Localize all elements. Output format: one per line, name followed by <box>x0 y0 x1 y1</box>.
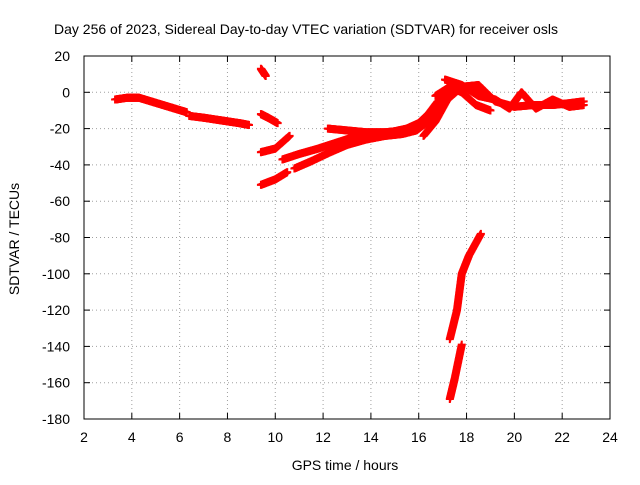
series-seg1 <box>111 93 191 117</box>
data-point <box>579 101 588 110</box>
x-tick-label: 8 <box>224 429 232 445</box>
series-seg2 <box>185 111 253 129</box>
series-seg4 <box>256 110 282 128</box>
data-point <box>283 168 292 177</box>
y-tick-label: -180 <box>42 411 70 427</box>
series-seg12 <box>431 82 495 115</box>
x-tick-label: 10 <box>267 429 283 445</box>
y-tick-label: -140 <box>42 338 70 354</box>
y-tick-label: -100 <box>42 266 70 282</box>
x-tick-label: 24 <box>602 429 618 445</box>
data-point <box>285 131 294 140</box>
x-tick-label: 4 <box>128 429 136 445</box>
data-point <box>476 229 485 238</box>
data-point <box>457 340 466 349</box>
data-points <box>111 64 588 404</box>
series-seg5 <box>256 131 294 157</box>
x-tick-label: 16 <box>411 429 427 445</box>
y-tick-label: -60 <box>50 193 70 209</box>
x-tick-label: 22 <box>554 429 570 445</box>
y-tick-label: 20 <box>54 48 70 64</box>
chart-title: Day 256 of 2023, Sidereal Day-to-day VTE… <box>54 21 558 37</box>
series-seg8 <box>290 102 445 173</box>
data-point <box>261 71 270 80</box>
y-tick-label: -40 <box>50 157 70 173</box>
x-tick-label: 12 <box>315 429 331 445</box>
y-tick-label: 0 <box>62 84 70 100</box>
y-tick-label: -160 <box>42 375 70 391</box>
series-seg3 <box>256 64 270 80</box>
series-seg6 <box>256 168 292 189</box>
data-point <box>244 120 253 129</box>
data-point <box>273 119 282 128</box>
axis-ticks: 2 4 6 8 10 12 14 16 18 20 22 24200-20-40-60-80-100-… <box>42 48 618 445</box>
data-point <box>486 106 495 115</box>
y-tick-label: -80 <box>50 230 70 246</box>
x-tick-label: 6 <box>176 429 184 445</box>
series-seg11 <box>441 75 588 113</box>
x-tick-label: 18 <box>459 429 475 445</box>
y-tick-label: -120 <box>42 302 70 318</box>
series-seg14 <box>445 340 466 404</box>
x-tick-label: 20 <box>507 429 523 445</box>
plot-frame <box>83 55 611 420</box>
y-axis-title: SDTVAR / TECUs <box>6 183 22 295</box>
x-axis-title: GPS time / hours <box>292 457 399 473</box>
series-seg13 <box>445 229 485 344</box>
x-tick-label: 14 <box>363 429 379 445</box>
y-tick-label: -20 <box>50 121 70 137</box>
grid <box>84 56 610 419</box>
x-tick-label: 2 <box>80 429 88 445</box>
